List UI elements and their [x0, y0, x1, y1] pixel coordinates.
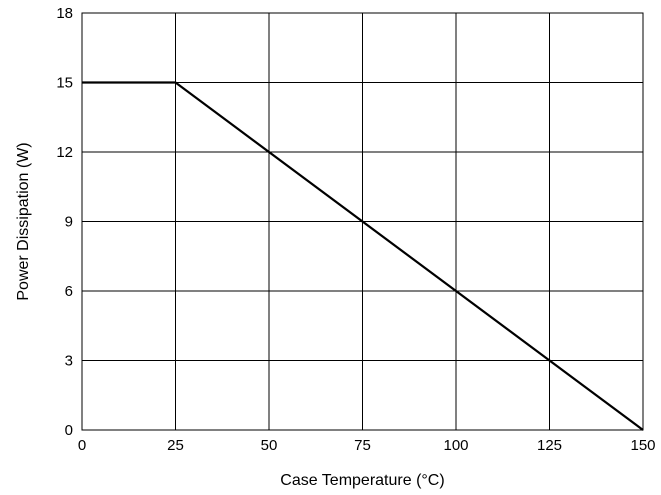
y-tick-label: 6: [65, 283, 73, 300]
y-tick-label: 12: [56, 144, 73, 161]
y-tick-label: 3: [65, 353, 73, 370]
x-tick-label: 50: [261, 437, 278, 454]
x-tick-label: 150: [630, 437, 655, 454]
y-tick-label: 0: [65, 422, 73, 439]
x-tick-label: 100: [443, 437, 468, 454]
x-tick-label: 125: [537, 437, 562, 454]
x-tick-label: 0: [78, 437, 86, 454]
y-axis-label: Power Dissipation (W): [15, 142, 32, 300]
plot-frame: [81, 12, 644, 431]
x-tick-labels: 0 25 50 75 100 125 150: [78, 437, 656, 454]
y-tick-label: 15: [56, 75, 73, 92]
y-tick-label: 18: [56, 5, 73, 22]
y-tick-labels: 0 3 6 9 12 15 18: [56, 5, 73, 439]
x-tick-label: 75: [354, 437, 371, 454]
x-axis-label: Case Temperature (°C): [280, 472, 444, 489]
x-tick-label: 25: [167, 437, 184, 454]
series-line: [82, 81, 644, 431]
y-tick-label: 9: [65, 214, 73, 231]
series-layer: [82, 81, 644, 431]
